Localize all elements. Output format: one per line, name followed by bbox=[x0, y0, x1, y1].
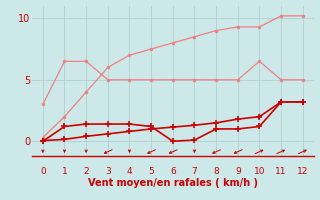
X-axis label: Vent moyen/en rafales ( km/h ): Vent moyen/en rafales ( km/h ) bbox=[88, 178, 258, 188]
